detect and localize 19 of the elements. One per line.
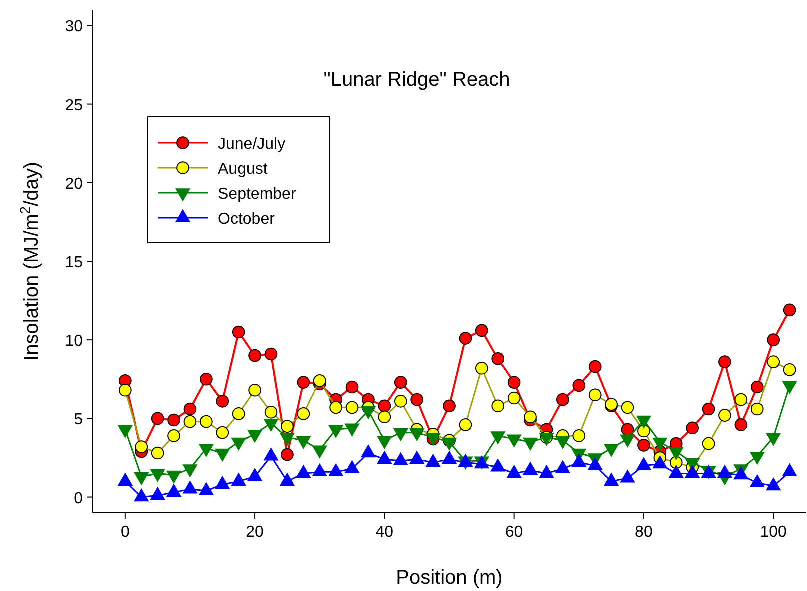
legend-label: September [218, 186, 297, 203]
y-tick-label: 30 [65, 18, 84, 36]
y-tick-label: 0 [74, 490, 84, 508]
y-tick-label: 15 [65, 254, 84, 272]
y-tick-label: 10 [65, 333, 84, 350]
x-tick-label: 80 [635, 524, 653, 541]
x-tick-label: 0 [120, 524, 130, 541]
legend-label: October [218, 211, 276, 228]
y-tick-label: 20 [65, 176, 84, 193]
x-tick-label: 20 [246, 524, 264, 541]
x-axis-title: Position (m) [396, 567, 503, 589]
legend-label: August [218, 161, 268, 178]
x-tick-label: 60 [505, 524, 524, 541]
text: "Lunar Ridge" Reach [324, 69, 510, 91]
legend-label: June/July [218, 136, 286, 153]
y-tick-label: 5 [74, 412, 84, 429]
x-tick-label: 40 [376, 524, 394, 541]
x-tick-label: 100 [760, 524, 788, 541]
y-tick-label: 25 [65, 97, 84, 114]
